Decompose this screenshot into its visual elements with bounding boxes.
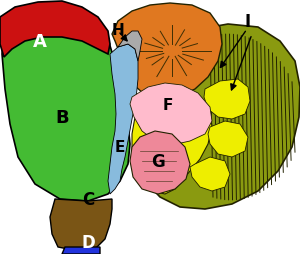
- Text: G: G: [151, 152, 165, 170]
- Polygon shape: [0, 2, 110, 58]
- Polygon shape: [2, 10, 130, 201]
- Polygon shape: [112, 4, 222, 100]
- Text: D: D: [81, 233, 95, 251]
- Text: A: A: [33, 33, 47, 51]
- Text: I: I: [245, 13, 251, 31]
- Polygon shape: [118, 32, 142, 62]
- Polygon shape: [204, 80, 250, 120]
- Polygon shape: [138, 25, 300, 209]
- Text: H: H: [112, 22, 124, 37]
- Polygon shape: [208, 121, 248, 157]
- Polygon shape: [130, 132, 190, 194]
- Text: B: B: [55, 108, 69, 126]
- Polygon shape: [190, 157, 230, 191]
- Polygon shape: [130, 84, 212, 146]
- Polygon shape: [62, 247, 100, 254]
- Polygon shape: [132, 86, 212, 194]
- Polygon shape: [108, 45, 138, 194]
- Polygon shape: [50, 199, 112, 251]
- Text: F: F: [163, 97, 173, 112]
- Text: C: C: [82, 190, 94, 208]
- Text: E: E: [115, 140, 125, 155]
